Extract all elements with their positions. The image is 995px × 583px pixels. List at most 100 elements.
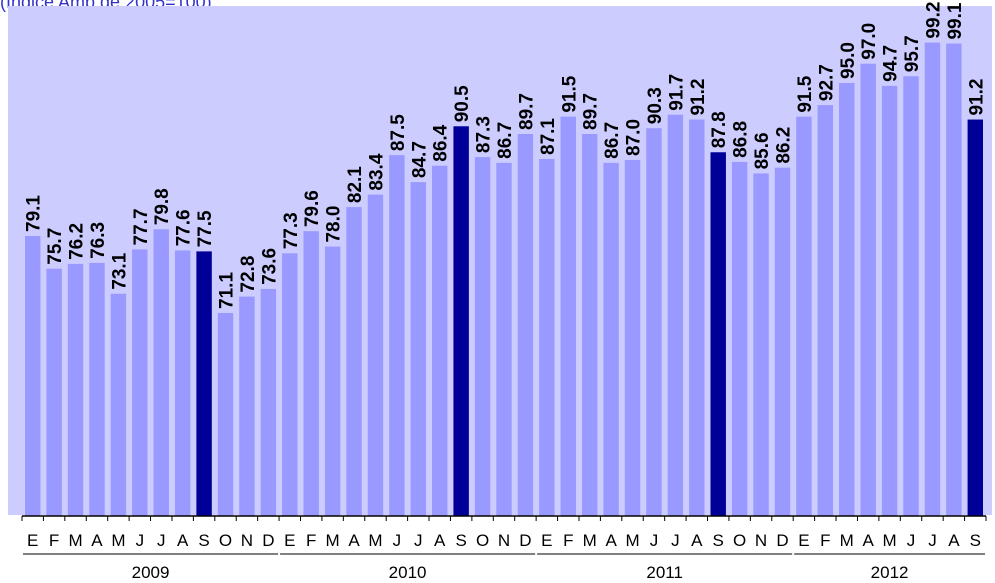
month-tick-label: A xyxy=(948,531,960,550)
data-label: 91.5 xyxy=(559,75,580,112)
month-tick-label: M xyxy=(68,531,82,550)
data-label: 87.0 xyxy=(624,119,645,156)
bar xyxy=(689,119,705,517)
data-label: 97.0 xyxy=(859,23,880,60)
month-tick-label: J xyxy=(157,531,166,550)
data-label: 99.2 xyxy=(923,2,944,39)
bar xyxy=(132,249,148,516)
data-label: 95.7 xyxy=(902,35,923,72)
month-tick-label: M xyxy=(883,531,897,550)
month-tick-label: E xyxy=(798,531,809,550)
month-tick-label: A xyxy=(434,531,446,550)
data-label: 78.0 xyxy=(324,206,345,243)
month-tick-label: A xyxy=(691,531,703,550)
data-label: 91.2 xyxy=(966,79,987,116)
data-label: 76.3 xyxy=(88,222,109,259)
bar xyxy=(860,63,876,517)
data-label: 77.5 xyxy=(195,210,216,247)
data-label: 73.6 xyxy=(259,248,280,285)
month-tick-label: S xyxy=(198,531,209,550)
bar xyxy=(903,76,919,516)
bar xyxy=(517,133,534,517)
bar xyxy=(624,159,641,516)
month-tick-label: N xyxy=(241,531,253,550)
month-tick-label: E xyxy=(284,531,295,550)
month-tick-label: A xyxy=(605,531,617,550)
month-tick-label: F xyxy=(306,531,316,550)
data-label: 75.7 xyxy=(45,228,66,265)
month-tick-label: F xyxy=(820,531,830,550)
data-label: 73.1 xyxy=(109,252,130,289)
bar xyxy=(153,229,169,516)
month-tick-label: J xyxy=(907,531,916,550)
bar xyxy=(496,162,512,516)
month-tick-label: S xyxy=(970,531,981,550)
data-labels-group: 79.175.7 76.2 76.373.177.779.877.6 77.5 71.1… xyxy=(24,2,988,309)
month-tick-label: M xyxy=(583,531,597,550)
bar xyxy=(667,114,684,517)
month-tick-label: N xyxy=(755,531,767,550)
month-tick-label: J xyxy=(671,531,680,550)
data-label: 77.6 xyxy=(174,209,195,246)
month-tick-label: A xyxy=(91,531,103,550)
year-label: 2010 xyxy=(389,563,427,582)
bar xyxy=(67,263,84,516)
bar xyxy=(924,42,941,516)
month-tick-label: M xyxy=(368,531,382,550)
month-tick-label: D xyxy=(262,531,274,550)
bar xyxy=(260,288,277,516)
data-label: 91.7 xyxy=(666,74,687,111)
month-tick-label: F xyxy=(49,531,59,550)
month-tick-label: N xyxy=(498,531,510,550)
bar xyxy=(774,167,791,516)
bar xyxy=(217,312,234,516)
bar xyxy=(25,235,41,517)
year-groups: 2009 2010 2011 2012 xyxy=(23,553,985,582)
bar xyxy=(839,82,855,516)
bar xyxy=(539,159,555,516)
bar xyxy=(324,246,341,516)
x-axis-ticks xyxy=(21,516,987,521)
bar xyxy=(946,43,962,516)
data-label: 87.1 xyxy=(538,118,559,155)
data-label: 76.2 xyxy=(67,223,88,260)
month-tick-label: E xyxy=(541,531,552,550)
data-label: 90.3 xyxy=(645,87,666,124)
month-tick-label: S xyxy=(455,531,466,550)
bar xyxy=(474,157,491,516)
data-label: 72.8 xyxy=(238,256,259,293)
bar xyxy=(817,105,834,517)
month-tick-label: O xyxy=(733,531,746,550)
data-label: 99.1 xyxy=(945,2,966,39)
data-label: 86.8 xyxy=(731,121,752,158)
data-label: 87.5 xyxy=(388,114,409,151)
month-tick-label: D xyxy=(776,531,788,550)
data-label: 92.7 xyxy=(816,64,837,101)
data-label: 79.8 xyxy=(152,188,173,225)
month-tick-label: E xyxy=(27,531,38,550)
data-label: 89.7 xyxy=(516,93,537,130)
data-label: 77.7 xyxy=(131,208,152,245)
data-label: 83.4 xyxy=(366,153,387,190)
bar xyxy=(453,126,469,516)
bar xyxy=(753,173,769,516)
year-label: 2012 xyxy=(871,563,909,582)
data-label: 84.7 xyxy=(409,141,430,178)
month-tick-label: O xyxy=(476,531,489,550)
data-label: 91.5 xyxy=(795,75,816,112)
month-tick-label: M xyxy=(625,531,639,550)
bar xyxy=(796,116,812,516)
data-label: 79.6 xyxy=(302,190,323,227)
bar xyxy=(710,152,726,516)
bars-group xyxy=(25,42,983,517)
bar xyxy=(603,162,619,516)
data-label: 87.3 xyxy=(474,116,495,153)
month-tick-label: F xyxy=(563,531,573,550)
month-tick-label: M xyxy=(111,531,125,550)
month-tick-label: A xyxy=(348,531,360,550)
data-label: 86.2 xyxy=(773,127,794,164)
data-label: 86.7 xyxy=(602,122,623,159)
data-label: 77.3 xyxy=(281,212,302,249)
data-label: 86.4 xyxy=(431,124,452,161)
